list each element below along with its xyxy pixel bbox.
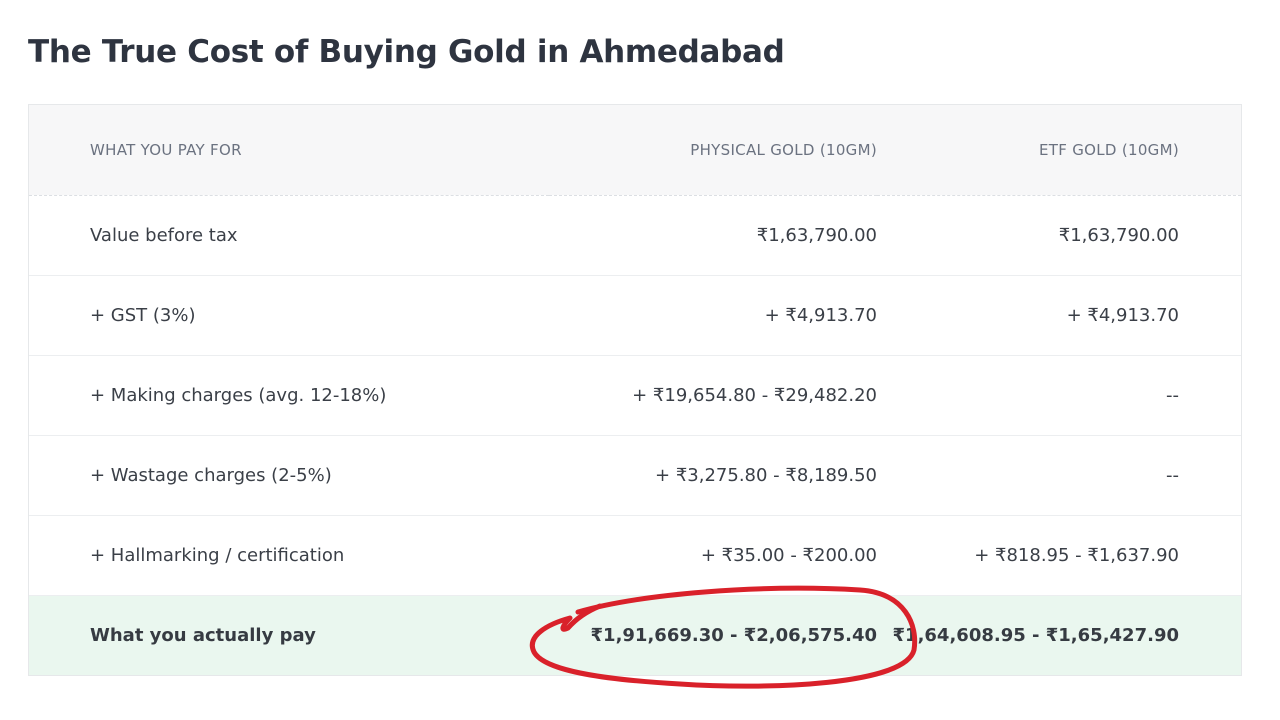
row-label: Value before tax [90, 224, 238, 246]
total-row: What you actually pay ₹1,91,669.30 - ₹2,… [29, 595, 1241, 675]
cost-comparison-table: WHAT YOU PAY FOR PHYSICAL GOLD (10GM) ET… [28, 104, 1242, 676]
physical-value: ₹1,63,790.00 [756, 224, 877, 246]
header-what-you-pay-for: WHAT YOU PAY FOR [29, 105, 549, 196]
physical-value: + ₹19,654.80 - ₹29,482.20 [632, 384, 877, 406]
etf-value: + ₹4,913.70 [1066, 304, 1179, 326]
row-label: + GST (3%) [90, 304, 196, 326]
etf-value: ₹1,63,790.00 [1058, 224, 1179, 246]
header-physical-gold: PHYSICAL GOLD (10GM) [549, 105, 877, 196]
row-label: + Wastage charges (2-5%) [90, 464, 332, 486]
etf-value: -- [1166, 384, 1179, 406]
table-row: + Wastage charges (2-5%) + ₹3,275.80 - ₹… [29, 435, 1241, 515]
table-header-row: WHAT YOU PAY FOR PHYSICAL GOLD (10GM) ET… [29, 105, 1241, 196]
table-row: + GST (3%) + ₹4,913.70 + ₹4,913.70 [29, 275, 1241, 355]
table-row: Value before tax ₹1,63,790.00 ₹1,63,790.… [29, 195, 1241, 275]
physical-value: + ₹35.00 - ₹200.00 [700, 544, 877, 566]
total-label: What you actually pay [90, 624, 316, 646]
total-etf-value: ₹1,64,608.95 - ₹1,65,427.90 [892, 624, 1179, 646]
etf-value: + ₹818.95 - ₹1,637.90 [974, 544, 1179, 566]
etf-value: -- [1166, 464, 1179, 486]
table-row: + Hallmarking / certification + ₹35.00 -… [29, 515, 1241, 595]
physical-value: + ₹4,913.70 [764, 304, 877, 326]
row-label: + Hallmarking / certification [90, 544, 345, 566]
header-etf-gold: ETF GOLD (10GM) [877, 105, 1241, 196]
physical-value: + ₹3,275.80 - ₹8,189.50 [655, 464, 877, 486]
row-label: + Making charges (avg. 12-18%) [90, 384, 387, 406]
total-physical-value: ₹1,91,669.30 - ₹2,06,575.40 [590, 624, 877, 646]
table-row: + Making charges (avg. 12-18%) + ₹19,654… [29, 355, 1241, 435]
page-title: The True Cost of Buying Gold in Ahmedaba… [28, 34, 785, 70]
